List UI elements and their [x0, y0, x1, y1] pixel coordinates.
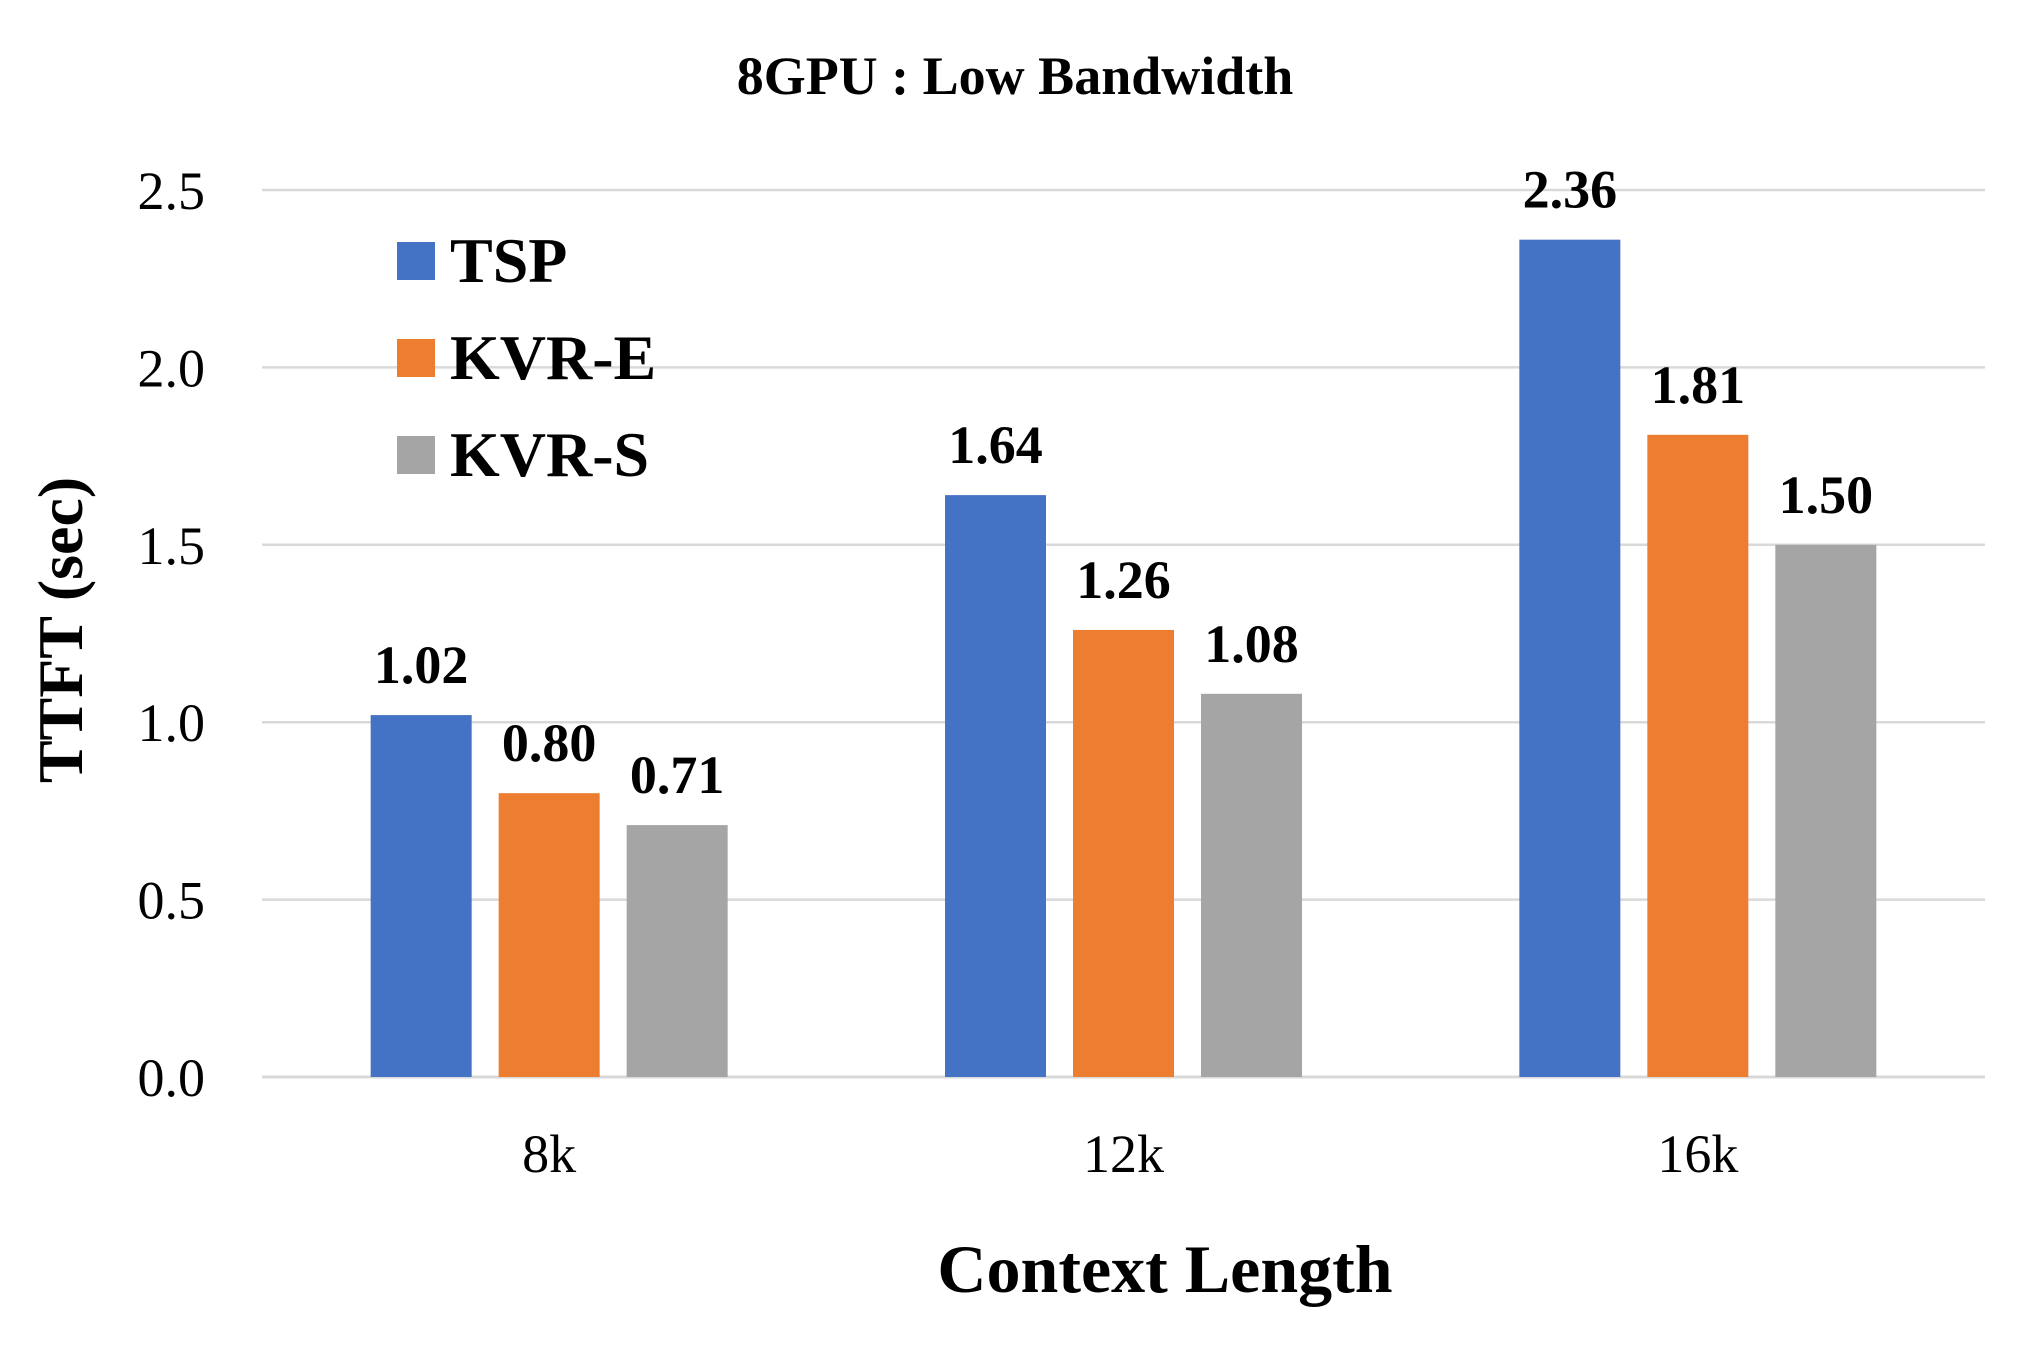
legend-label: TSP	[450, 225, 567, 296]
legend-swatch-tsp	[397, 242, 435, 280]
data-label: 1.26	[1076, 550, 1171, 610]
legend-swatch-kvr-s	[397, 436, 435, 474]
x-axis-label: Context Length	[937, 1231, 1392, 1307]
bar-kvr-e-12k	[1073, 629, 1174, 1077]
bar-kvr-e-16k	[1647, 434, 1749, 1077]
data-label: 1.50	[1779, 465, 1874, 525]
data-label: 1.08	[1204, 614, 1299, 674]
y-tick-label: 2.5	[138, 161, 206, 221]
legend: TSP KVR-E KVR-S	[397, 225, 656, 490]
data-label: 0.80	[502, 713, 597, 773]
data-labels: 1.02 0.80 0.71 1.64 1.26 1.08 2.36 1.81 1.50	[374, 160, 1873, 805]
legend-swatch-kvr-e	[397, 339, 435, 377]
y-tick-label: 0.0	[138, 1048, 206, 1108]
y-tick-label: 2.0	[138, 338, 206, 398]
data-label: 1.81	[1651, 355, 1746, 415]
y-tick-label: 1.5	[138, 516, 206, 576]
legend-label: KVR-E	[450, 322, 656, 393]
x-tick-label: 12k	[1083, 1124, 1164, 1184]
data-label: 1.64	[948, 415, 1043, 475]
y-axis-ticks: 0.0 0.5 1.0 1.5 2.0 2.5	[138, 161, 206, 1108]
data-label: 1.02	[374, 635, 469, 695]
x-tick-label: 8k	[522, 1124, 576, 1184]
y-tick-label: 1.0	[138, 693, 206, 753]
x-axis-ticks: 8k 12k 16k	[522, 1124, 1738, 1184]
data-label: 0.71	[630, 745, 725, 805]
bar-tsp-16k	[1519, 239, 1621, 1077]
bar-tsp-8k	[370, 715, 472, 1077]
x-tick-label: 16k	[1657, 1124, 1738, 1184]
bar-kvr-s-12k	[1201, 693, 1302, 1077]
data-label: 2.36	[1523, 160, 1618, 220]
bar-tsp-12k	[945, 495, 1046, 1077]
bars	[370, 239, 1877, 1077]
y-tick-label: 0.5	[138, 871, 206, 931]
y-axis-label: TTFT (sec)	[25, 477, 96, 783]
chart-title: 8GPU : Low Bandwidth	[737, 46, 1294, 106]
bar-kvr-s-8k	[626, 825, 728, 1077]
legend-label: KVR-S	[450, 419, 649, 490]
bar-kvr-e-8k	[498, 793, 600, 1077]
bar-kvr-s-16k	[1775, 544, 1877, 1077]
